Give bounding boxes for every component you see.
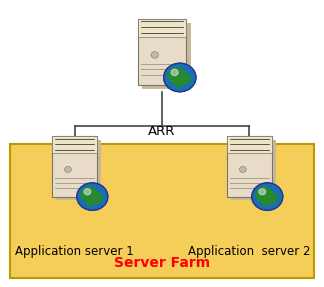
Text: Application server 1: Application server 1 — [15, 245, 134, 258]
FancyBboxPatch shape — [227, 136, 272, 153]
Text: Application  server 2: Application server 2 — [188, 245, 311, 258]
Circle shape — [261, 197, 270, 205]
Circle shape — [151, 52, 158, 58]
Circle shape — [256, 187, 272, 202]
FancyBboxPatch shape — [10, 144, 314, 278]
FancyBboxPatch shape — [52, 136, 97, 153]
Circle shape — [87, 197, 95, 205]
Circle shape — [64, 166, 71, 172]
FancyBboxPatch shape — [138, 19, 186, 37]
Circle shape — [171, 69, 178, 76]
FancyBboxPatch shape — [227, 136, 272, 197]
FancyBboxPatch shape — [231, 140, 276, 200]
Circle shape — [164, 63, 196, 92]
Circle shape — [178, 73, 190, 84]
Text: ARR: ARR — [148, 125, 176, 138]
Circle shape — [81, 187, 97, 202]
Circle shape — [239, 166, 246, 172]
FancyBboxPatch shape — [142, 23, 191, 89]
Circle shape — [84, 189, 91, 195]
Circle shape — [174, 78, 183, 87]
Text: Server Farm: Server Farm — [114, 256, 210, 270]
FancyBboxPatch shape — [52, 136, 97, 197]
Circle shape — [77, 183, 108, 210]
FancyBboxPatch shape — [138, 19, 186, 85]
Circle shape — [259, 189, 266, 195]
Circle shape — [90, 193, 102, 203]
Circle shape — [168, 68, 185, 83]
Circle shape — [265, 193, 277, 203]
Circle shape — [252, 183, 283, 210]
FancyBboxPatch shape — [56, 140, 101, 200]
